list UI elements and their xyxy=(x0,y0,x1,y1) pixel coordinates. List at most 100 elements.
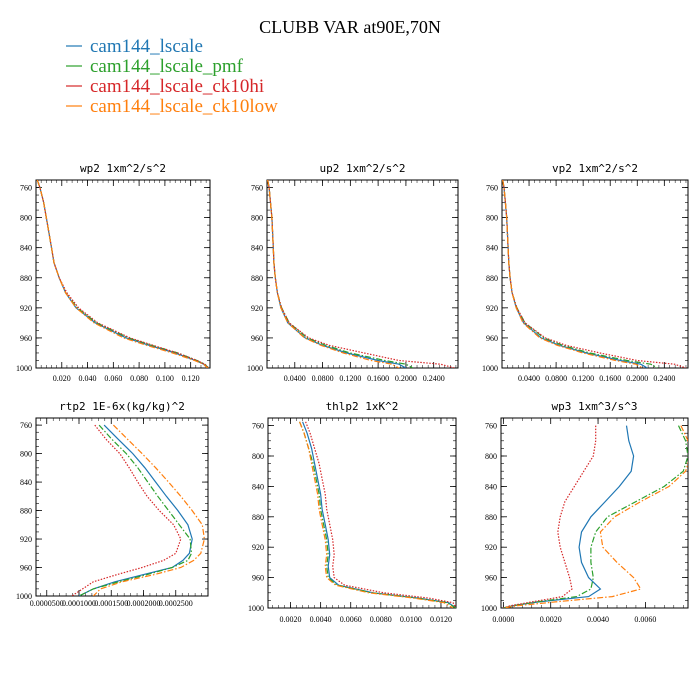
y-tick-label: 800 xyxy=(20,214,32,223)
x-tick-label: 0.0400 xyxy=(284,374,306,383)
y-tick-label: 840 xyxy=(20,478,32,487)
panel-title: wp3 1xm^3/s^3 xyxy=(551,400,637,413)
y-tick-label: 880 xyxy=(486,274,498,283)
y-tick-label: 760 xyxy=(20,184,32,193)
series-line-1 xyxy=(267,180,414,368)
x-tick-label: 0.0000 xyxy=(492,615,514,624)
panel-frame xyxy=(35,417,209,597)
panel-title: thlp2 1xK^2 xyxy=(326,400,399,413)
legend-label-3: cam144_lscale_ck10low xyxy=(90,96,278,117)
panel-frame xyxy=(35,179,211,369)
x-tick-label: 0.020 xyxy=(53,374,71,383)
x-tick-label: 0.0040 xyxy=(310,615,332,624)
x-tick-label: 0.1600 xyxy=(367,374,389,383)
y-tick-label: 920 xyxy=(486,304,498,313)
x-tick-label: 0.0020 xyxy=(540,615,562,624)
x-tick-label: 0.1200 xyxy=(339,374,361,383)
legend-label-2: cam144_lscale_ck10hi xyxy=(90,76,264,97)
series-line-3 xyxy=(502,180,643,368)
panel-title: vp2 1xm^2/s^2 xyxy=(552,162,638,175)
x-tick-label: 0.0002500 xyxy=(159,599,193,608)
series-line-2 xyxy=(503,425,597,608)
y-tick-label: 1000 xyxy=(247,364,263,373)
legend-label-1: cam144_lscale_pmf xyxy=(90,56,244,77)
x-tick-label: 0.040 xyxy=(79,374,97,383)
x-tick-label: 0.0002000 xyxy=(127,599,161,608)
panel-title: wp2 1xm^2/s^2 xyxy=(80,162,166,175)
y-tick-label: 800 xyxy=(20,450,32,459)
x-tick-label: 0.0100 xyxy=(400,615,422,624)
y-tick-label: 880 xyxy=(251,274,263,283)
x-tick-label: 0.080 xyxy=(130,374,148,383)
y-tick-label: 880 xyxy=(20,507,32,516)
x-tick-label: 0.0001500 xyxy=(94,599,128,608)
x-tick-label: 0.120 xyxy=(182,374,200,383)
panel-0: wp2 1xm^2/s^2 760 800 840 880 920 960 1000 0.020… xyxy=(16,162,211,383)
series-line-0 xyxy=(502,180,648,368)
series-line-1 xyxy=(502,180,658,368)
y-tick-label: 920 xyxy=(20,304,32,313)
y-tick-label: 1000 xyxy=(248,604,264,613)
x-tick-label: 0.2000 xyxy=(395,374,417,383)
series-line-3 xyxy=(299,421,454,608)
series-line-2 xyxy=(267,180,455,368)
panels: wp2 1xm^2/s^2 760 800 840 880 920 960 1000 0.020… xyxy=(16,162,689,624)
series-line-1 xyxy=(36,180,210,368)
series-line-2 xyxy=(305,421,456,608)
y-tick-label: 760 xyxy=(485,422,497,431)
y-tick-label: 1000 xyxy=(16,592,32,601)
y-tick-label: 800 xyxy=(251,214,263,223)
x-tick-label: 0.060 xyxy=(104,374,122,383)
y-tick-label: 1000 xyxy=(482,364,498,373)
x-tick-label: 0.1200 xyxy=(572,374,594,383)
y-tick-label: 840 xyxy=(251,244,263,253)
panel-2: vp2 1xm^2/s^2 760 800 840 880 920 960 1000 0.040… xyxy=(482,162,689,383)
y-tick-label: 880 xyxy=(252,513,264,522)
x-tick-label: 0.2000 xyxy=(626,374,648,383)
panel-frame xyxy=(266,179,459,369)
x-tick-label: 0.0001000 xyxy=(62,599,96,608)
panel-1: up2 1xm^2/s^2 760 800 840 880 920 960 1000 0.040… xyxy=(247,162,459,383)
x-tick-label: 0.0120 xyxy=(430,615,452,624)
panel-frame xyxy=(501,179,689,369)
y-tick-label: 880 xyxy=(20,274,32,283)
y-tick-label: 920 xyxy=(252,543,264,552)
series-line-2 xyxy=(502,180,687,368)
x-tick-label: 0.0040 xyxy=(587,615,609,624)
legend-label-0: cam144_lscale xyxy=(90,36,203,57)
y-tick-label: 920 xyxy=(485,543,497,552)
x-tick-label: 0.0400 xyxy=(518,374,540,383)
y-tick-label: 840 xyxy=(486,244,498,253)
legend: cam144_lscalecam144_lscale_pmfcam144_lsc… xyxy=(66,36,278,117)
panel-frame xyxy=(500,417,689,609)
panel-5: wp3 1xm^3/s^3 760 800 840 880 920 960 1000 0.000… xyxy=(481,400,689,624)
y-tick-label: 1000 xyxy=(481,604,497,613)
y-tick-label: 760 xyxy=(20,421,32,430)
y-tick-label: 840 xyxy=(252,482,264,491)
panel-title: up2 1xm^2/s^2 xyxy=(319,162,405,175)
y-tick-label: 960 xyxy=(252,574,264,583)
series-line-0 xyxy=(503,425,635,608)
panel-3: rtp2 1E-6x(kg/kg)^2 760 800 840 880 920 960 100… xyxy=(16,400,209,608)
x-tick-label: 0.0800 xyxy=(312,374,334,383)
panel-frame xyxy=(267,417,457,609)
x-tick-label: 0.2400 xyxy=(653,374,675,383)
y-tick-label: 760 xyxy=(252,422,264,431)
x-tick-label: 0.0060 xyxy=(634,615,656,624)
y-tick-label: 1000 xyxy=(16,364,32,373)
y-tick-label: 960 xyxy=(251,334,263,343)
x-tick-label: 0.0800 xyxy=(545,374,567,383)
series-line-0 xyxy=(36,180,208,368)
y-tick-label: 840 xyxy=(485,482,497,491)
y-tick-label: 920 xyxy=(251,304,263,313)
series-line-3 xyxy=(92,424,206,596)
x-tick-label: 0.0000500 xyxy=(30,599,64,608)
series-line-2 xyxy=(71,424,182,596)
series-line-0 xyxy=(267,180,407,368)
figure-title: CLUBB VAR at90E,70N xyxy=(259,17,441,37)
series-line-0 xyxy=(302,421,456,608)
y-tick-label: 920 xyxy=(20,535,32,544)
y-tick-label: 960 xyxy=(485,574,497,583)
y-tick-label: 760 xyxy=(251,184,263,193)
